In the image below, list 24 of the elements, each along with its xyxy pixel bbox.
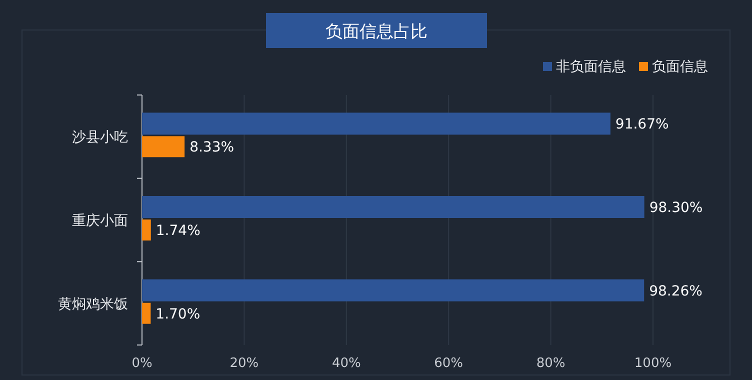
bar [142,112,610,135]
data-label: 8.33% [190,140,234,156]
legend-label: 非负面信息 [556,59,626,75]
bar [142,302,151,324]
x-tick-label: 60% [434,356,464,371]
data-label: 98.30% [649,200,703,216]
x-tick-label: 100% [634,356,672,371]
x-tick-label: 0% [132,356,152,371]
x-tick-label: 20% [230,356,259,371]
data-label: 1.74% [156,223,200,239]
bar [142,279,644,302]
legend-label: 负面信息 [652,59,708,75]
bar [142,196,644,218]
data-label: 91.67% [615,116,669,133]
x-tick-label: 40% [332,356,361,371]
x-tick-label: 80% [536,356,566,371]
y-tick-label: 重庆小面 [72,213,128,229]
data-label: 98.26% [649,283,702,300]
y-tick-label: 沙县小吃 [72,130,128,146]
bar [142,136,185,158]
data-label: 1.70% [156,306,200,322]
y-tick-label: 黄焖鸡米饭 [58,296,128,312]
chart-title: 负面信息占比 [326,22,428,42]
bar [142,220,151,240]
